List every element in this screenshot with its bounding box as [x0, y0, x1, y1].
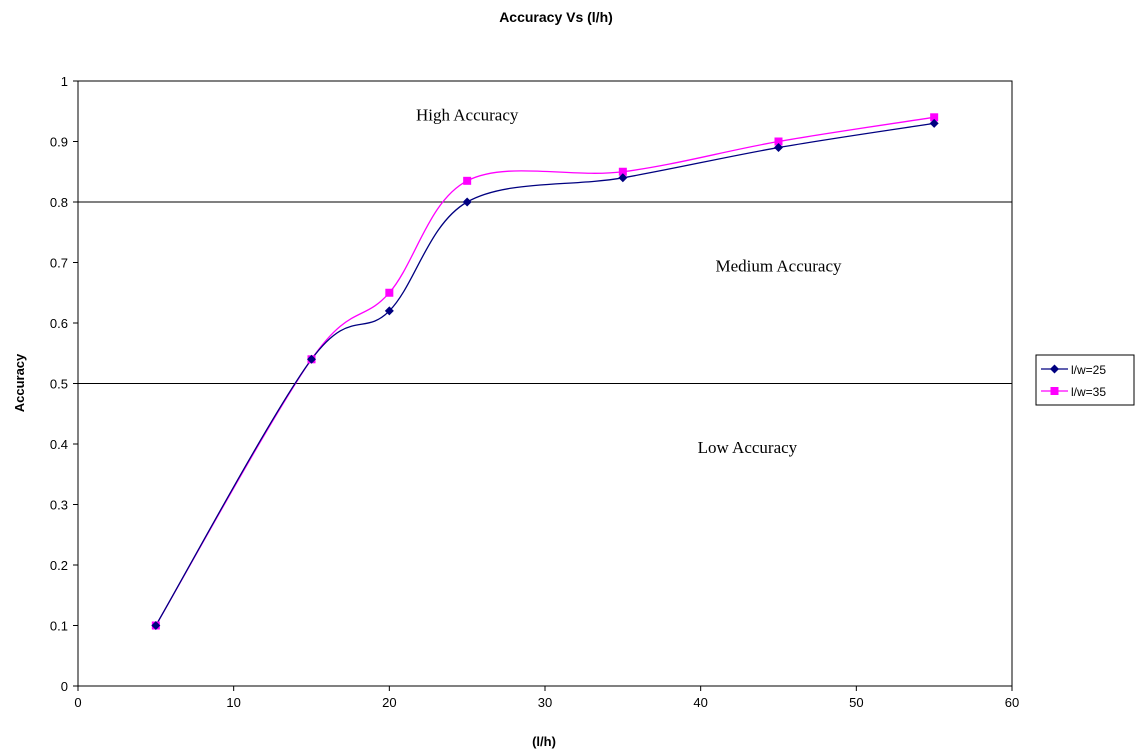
y-tick-label: 0.1 — [50, 619, 68, 634]
legend-swatch-marker — [1050, 387, 1059, 395]
zone-annotations: High Accuracy Medium Accuracy Low Accuracy — [416, 105, 842, 457]
chart-title: Accuracy Vs (l/h) — [499, 9, 613, 25]
zone-label: Low Accuracy — [698, 438, 798, 457]
series-markers-1 — [151, 118, 939, 630]
y-tick-label: 0.7 — [50, 256, 68, 271]
data-point — [618, 167, 627, 176]
y-tick-label: 0.3 — [50, 498, 68, 513]
data-point — [929, 118, 939, 128]
data-point — [462, 197, 472, 207]
zone-label: High Accuracy — [416, 105, 519, 124]
x-tick-label: 0 — [74, 695, 81, 710]
legend-swatch-marker — [1050, 364, 1059, 374]
data-point — [385, 288, 394, 297]
y-tick-label: 0.5 — [50, 377, 68, 392]
x-axis-label: (l/h) — [532, 734, 556, 749]
y-tick-label: 0.2 — [50, 558, 68, 573]
x-tick-label: 60 — [1005, 695, 1019, 710]
y-tick-label: 0.8 — [50, 195, 68, 210]
data-point — [151, 621, 161, 630]
y-tick-label: 1 — [61, 74, 68, 89]
y-tick-label: 0.4 — [50, 437, 68, 452]
data-point — [774, 137, 783, 146]
y-tick-label: 0.6 — [50, 316, 68, 331]
data-point — [618, 173, 628, 183]
x-tick-label: 20 — [382, 695, 396, 710]
data-point — [774, 143, 783, 153]
y-tick-label: 0.9 — [50, 135, 68, 150]
series-layer — [151, 113, 939, 630]
x-tick-label: 40 — [693, 695, 707, 710]
y-axis-label: Accuracy — [12, 353, 27, 412]
data-point — [307, 354, 316, 364]
y-tick-label: 0 — [61, 679, 68, 694]
y-axis-ticks: 0 0.1 0.2 0.3 0.4 0.5 0.6 0.7 0.8 0.9 1 — [50, 74, 78, 694]
data-point — [463, 176, 472, 185]
zone-label: Medium Accuracy — [715, 257, 842, 276]
x-tick-label: 50 — [849, 695, 863, 710]
data-point — [930, 113, 939, 122]
x-tick-label: 30 — [538, 695, 552, 710]
legend-box — [1035, 354, 1135, 406]
legend: l/w=25 l/w=35 — [1035, 354, 1135, 406]
legend-label: l/w=35 — [1071, 385, 1106, 399]
x-tick-label: 10 — [226, 695, 240, 710]
legend-label: l/w=25 — [1071, 363, 1106, 377]
x-axis-ticks: 0 10 20 30 40 50 60 — [74, 686, 1019, 710]
reference-lines — [78, 201, 1012, 384]
data-point — [384, 306, 394, 316]
